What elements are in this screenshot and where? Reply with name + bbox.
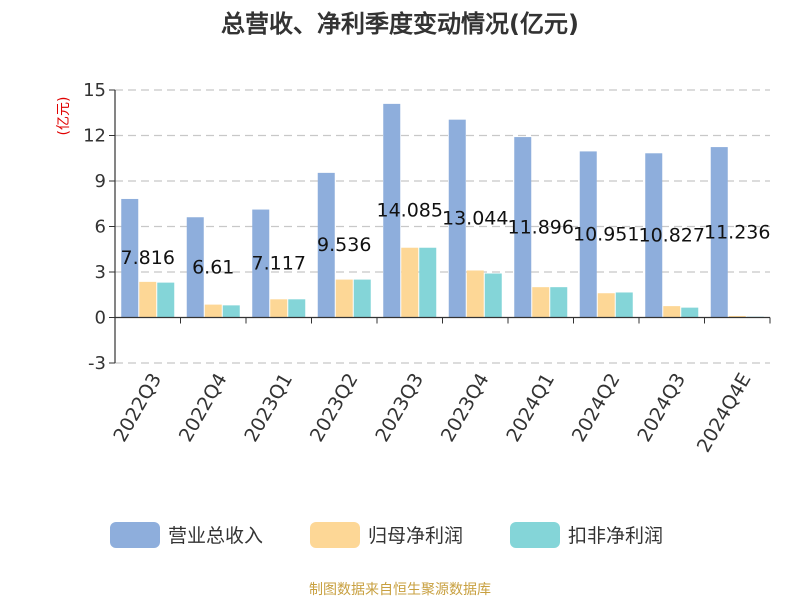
- legend: 营业总收入 归母净利润 扣非净利润: [110, 522, 663, 548]
- data-label: 10.827: [639, 224, 705, 246]
- y-tick-label: 6: [95, 217, 106, 238]
- bar-2023Q1-s2: [288, 299, 306, 318]
- bar-2023Q2-s2: [353, 279, 371, 318]
- x-tick-label: 2024Q3: [633, 370, 690, 446]
- legend-swatch: [110, 522, 160, 548]
- bar-2023Q2-s1: [335, 279, 353, 318]
- data-label: 13.044: [442, 208, 508, 230]
- y-tick-label: 9: [95, 171, 106, 192]
- bar-2023Q1-s0: [252, 209, 270, 318]
- data-label: 10.951: [573, 223, 639, 245]
- bar-2024Q4E-s1: [728, 315, 746, 318]
- x-tick-label: 2022Q3: [109, 370, 166, 446]
- bar-2023Q4-s0: [448, 119, 466, 318]
- bar-2024Q3-s2: [681, 307, 699, 318]
- bar-2023Q1-s1: [270, 299, 288, 318]
- bar-2024Q2-s0: [579, 151, 597, 318]
- y-tick-label: 0: [95, 308, 106, 329]
- data-label: 7.816: [121, 247, 175, 269]
- bar-2022Q4-s1: [204, 304, 222, 318]
- x-tick-label: 2024Q4E: [693, 370, 756, 457]
- legend-label: 归母净利润: [368, 525, 463, 547]
- source-note: 制图数据来自恒生聚源数据库: [309, 582, 491, 598]
- x-tick-label: 2024Q1: [502, 370, 559, 446]
- legend-swatch: [510, 522, 560, 548]
- data-label: 7.117: [252, 253, 306, 275]
- data-label: 9.536: [317, 234, 371, 256]
- bar-2023Q2-s0: [317, 172, 335, 318]
- legend-item-1[interactable]: 归母净利润: [310, 522, 463, 548]
- chart-title: 总营收、净利季度变动情况(亿元): [221, 10, 579, 38]
- bar-2022Q3-s1: [139, 281, 157, 318]
- bar-2024Q1-s0: [514, 137, 532, 318]
- legend-label: 扣非净利润: [568, 525, 663, 547]
- data-label: 11.896: [508, 216, 574, 238]
- y-unit-label: (亿元): [56, 97, 72, 136]
- bar-2023Q4-s2: [484, 273, 502, 318]
- bar-2024Q1-s2: [550, 287, 568, 318]
- bar-2024Q4E-s0: [710, 147, 728, 318]
- bar-2023Q3-s0: [383, 103, 401, 318]
- legend-item-0[interactable]: 营业总收入: [110, 522, 263, 548]
- bar-2024Q1-s1: [532, 287, 550, 318]
- data-label: 6.61: [192, 256, 234, 278]
- bar-2022Q3-s0: [121, 198, 139, 318]
- x-tick-label: 2024Q2: [568, 370, 625, 446]
- bar-2022Q3-s2: [157, 282, 175, 318]
- data-label: 11.236: [704, 221, 770, 243]
- bar-2024Q2-s2: [615, 292, 633, 318]
- bar-2022Q4-s0: [186, 217, 204, 318]
- y-tick-label: 12: [83, 126, 106, 147]
- bar-2023Q3-s2: [419, 247, 437, 318]
- bar-2024Q3-s1: [663, 306, 681, 318]
- x-tick-label: 2023Q1: [240, 370, 297, 446]
- x-tick-label: 2023Q3: [371, 370, 428, 446]
- data-label: 14.085: [377, 200, 443, 222]
- legend-swatch: [310, 522, 360, 548]
- bar-2023Q3-s1: [401, 247, 419, 318]
- bar-2023Q4-s1: [466, 270, 484, 318]
- legend-label: 营业总收入: [168, 525, 263, 547]
- legend-item-2[interactable]: 扣非净利润: [510, 522, 663, 548]
- y-tick-label: 15: [83, 80, 106, 101]
- y-axis: 15 12 9 6 3 0 -3: [83, 80, 115, 374]
- x-tick-label: 2022Q4: [175, 370, 232, 446]
- y-tick-label: -3: [88, 353, 106, 374]
- bar-2024Q2-s1: [597, 293, 615, 318]
- x-tick-label: 2023Q2: [306, 370, 363, 446]
- gridlines: [115, 89, 770, 364]
- bars: [121, 103, 764, 318]
- bar-2024Q3-s0: [645, 153, 663, 318]
- x-tick-label: 2023Q4: [437, 370, 494, 446]
- y-tick-label: 3: [95, 262, 106, 283]
- bar-2022Q4-s2: [222, 305, 240, 318]
